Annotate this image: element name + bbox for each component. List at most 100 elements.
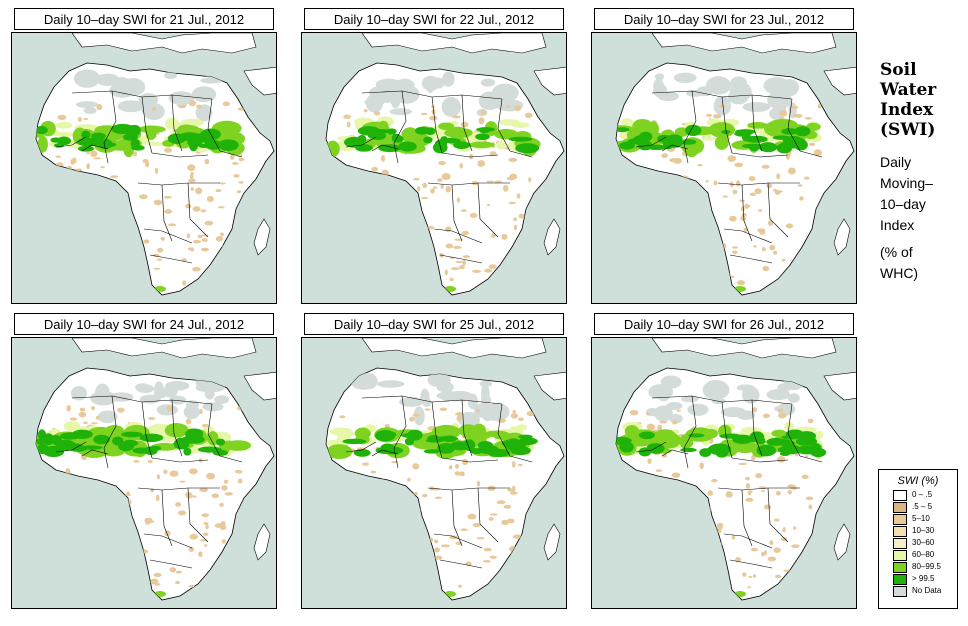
dry-patch	[646, 423, 656, 431]
dry-patch	[57, 114, 67, 121]
dry-patch	[83, 421, 88, 425]
dry-patch	[518, 213, 525, 219]
dry-patch	[100, 166, 105, 169]
country-border	[393, 395, 407, 469]
dry-patch	[781, 258, 786, 262]
country-border	[427, 487, 510, 491]
dry-patch	[805, 496, 814, 501]
europe-landmass	[651, 33, 837, 54]
dry-patch	[459, 265, 465, 270]
country-border	[441, 152, 499, 158]
panel-title: Daily 10–day SWI for 21 Jul., 2012	[14, 8, 274, 30]
dry-patch	[198, 551, 203, 557]
dry-patch	[92, 157, 102, 160]
madagascar	[833, 523, 851, 561]
nodata-patch	[420, 388, 430, 406]
verywet-patch	[121, 431, 143, 438]
dry-patch	[160, 236, 165, 241]
legend-title: SWI (%)	[897, 475, 939, 487]
dry-patch	[219, 502, 224, 507]
dry-patch	[168, 223, 177, 227]
verywet-patch	[122, 439, 139, 447]
dry-patch	[234, 470, 243, 474]
verywet-patch	[756, 444, 776, 457]
dry-patch	[156, 258, 163, 261]
dry-patch	[787, 167, 796, 175]
europe-landmass	[651, 338, 837, 359]
dry-patch	[792, 114, 797, 118]
dry-patch	[453, 245, 462, 249]
wet-patch	[431, 424, 461, 440]
dry-patch	[761, 246, 766, 252]
dry-patch	[153, 572, 162, 577]
country-border	[161, 489, 173, 547]
verywet-patch	[779, 451, 791, 457]
side-title: Soil Water Index (SWI)	[880, 60, 936, 140]
nodata-patch	[653, 78, 665, 95]
nodata-patch	[654, 73, 665, 81]
dry-patch	[55, 162, 64, 167]
africa-map	[301, 32, 567, 304]
wet-patch	[207, 431, 219, 446]
dry-patch	[370, 470, 377, 474]
verywet-patch	[112, 436, 124, 446]
country-border	[721, 401, 733, 459]
dry-patch	[343, 114, 352, 120]
dry-patch	[203, 521, 209, 525]
country-border	[427, 182, 510, 186]
arabia-landmass	[823, 371, 856, 401]
verywet-patch	[49, 434, 62, 445]
dry-patch	[362, 462, 369, 466]
dry-patch	[434, 539, 439, 544]
dry-patch	[371, 166, 379, 172]
dry-patch	[801, 474, 809, 480]
nodata-patch	[654, 405, 673, 422]
dry-patch	[740, 215, 746, 221]
dry-patch	[110, 175, 119, 179]
country-border	[81, 144, 109, 152]
dry-patch	[192, 267, 201, 272]
dry-patch	[163, 469, 168, 475]
nodata-patch	[70, 386, 87, 401]
dry-patch	[735, 180, 741, 187]
legend-item: 80–99.5	[893, 561, 957, 573]
dry-patch	[743, 227, 748, 232]
dry-patch	[528, 177, 532, 183]
nodata-patch	[787, 393, 800, 403]
country-border	[741, 184, 753, 242]
dry-patch	[449, 277, 454, 282]
dry-patch	[439, 407, 448, 412]
nodata-patch	[191, 86, 217, 103]
country-border	[717, 487, 800, 491]
verywet-patch	[505, 439, 526, 452]
nodata-patch	[742, 101, 771, 112]
country-border	[751, 94, 763, 152]
legend-swatch	[893, 490, 907, 501]
dry-patch	[742, 572, 747, 577]
nodata-patch	[441, 96, 461, 117]
side-subtitle-line: Index	[880, 217, 915, 233]
dry-patch	[486, 180, 495, 183]
dry-patch	[767, 220, 774, 226]
dry-patch	[511, 461, 516, 468]
dry-patch	[445, 185, 451, 193]
dry-patch	[486, 204, 491, 207]
dry-patch	[96, 104, 103, 111]
dry-patch	[223, 479, 229, 484]
dry-patch	[424, 408, 431, 411]
country-border	[207, 403, 243, 463]
map-panel: Daily 10–day SWI for 26 Jul., 2012	[591, 313, 857, 609]
legend-label: 5–10	[912, 514, 930, 523]
dry-patch	[211, 493, 220, 499]
dry-patch	[773, 518, 780, 522]
dry-patch	[488, 264, 497, 269]
madagascar	[833, 218, 851, 256]
country-border	[55, 441, 87, 453]
dry-patch	[513, 105, 522, 111]
dry-patch	[65, 467, 71, 474]
dry-patch	[475, 409, 480, 413]
dry-patch	[516, 193, 521, 199]
dry-patch	[206, 196, 214, 202]
dry-patch	[430, 188, 435, 194]
verywet-patch	[342, 438, 367, 445]
